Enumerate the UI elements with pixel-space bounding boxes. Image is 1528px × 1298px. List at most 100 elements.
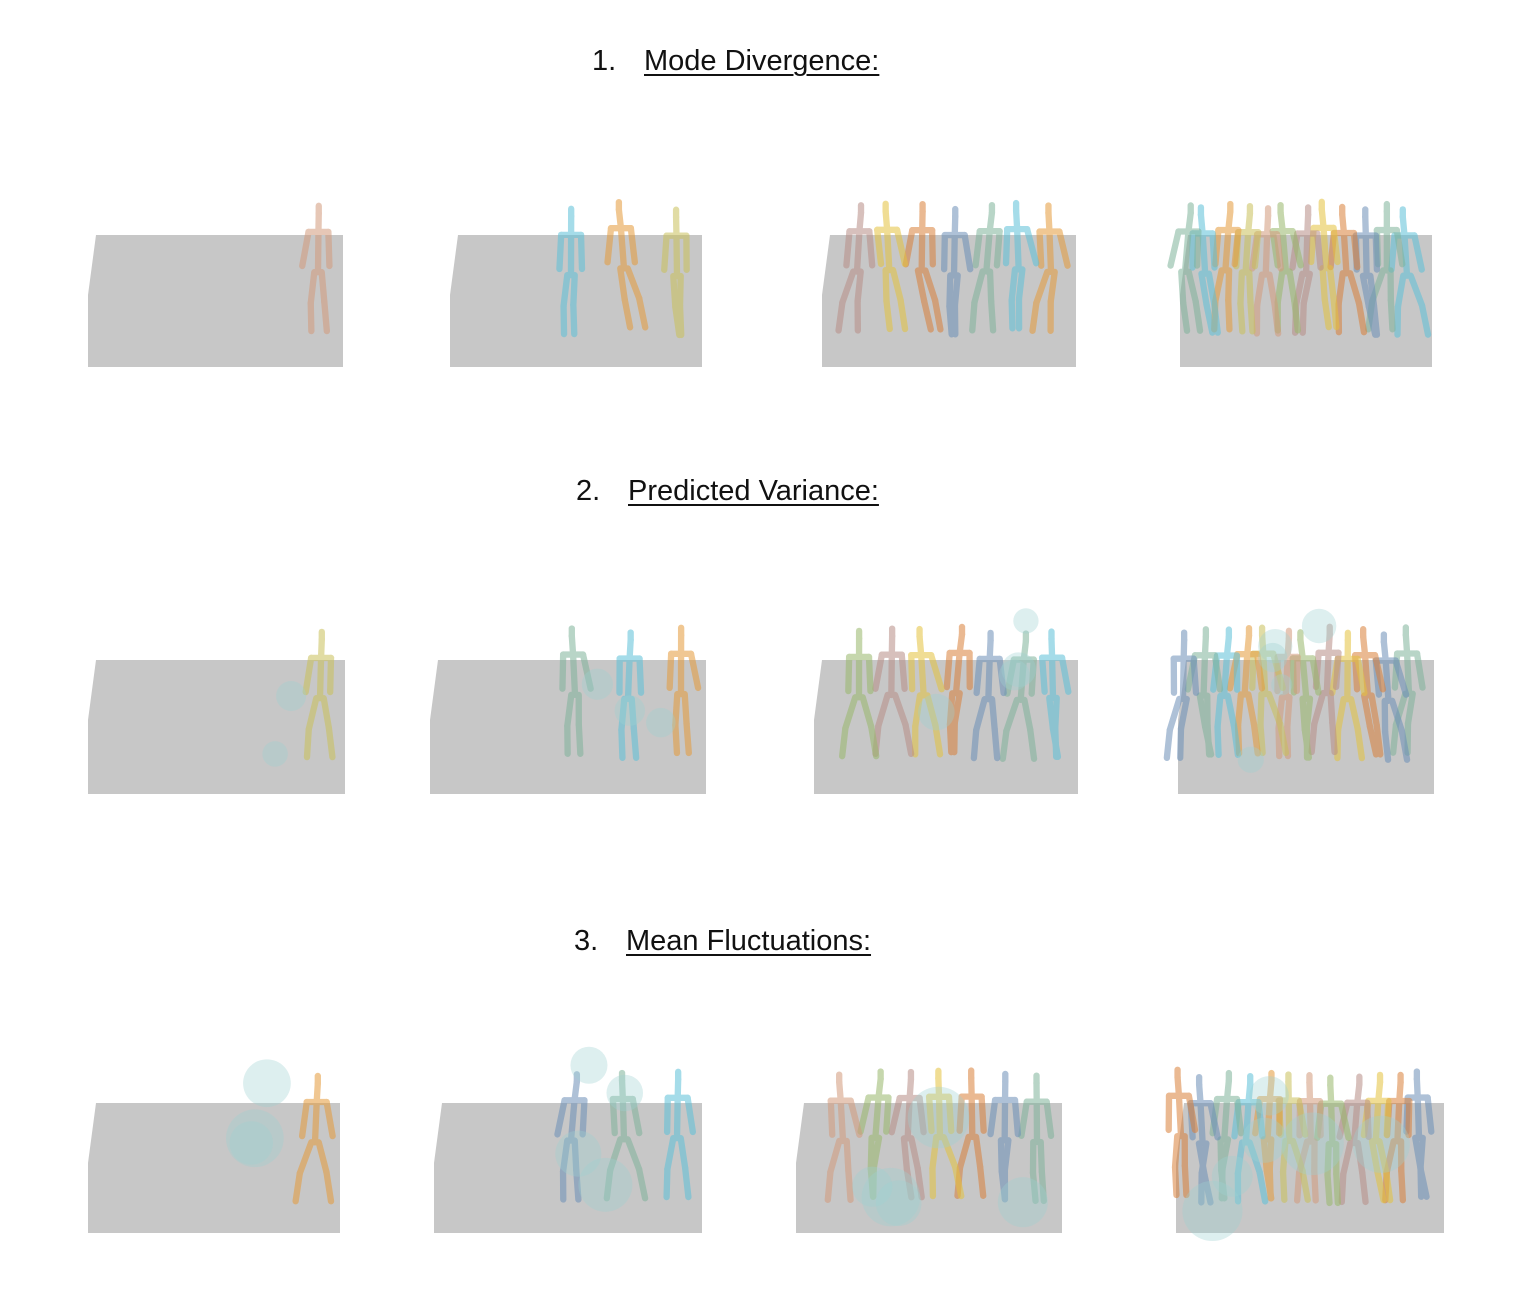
uncertainty-sphere-icon xyxy=(1237,746,1264,773)
uncertainty-sphere-icon xyxy=(998,659,1030,691)
platform-icon xyxy=(814,660,1078,794)
skeleton-figure-icon xyxy=(666,624,702,757)
skeleton-figure-icon xyxy=(1038,628,1072,761)
uncertainty-sphere-icon xyxy=(1281,1112,1344,1176)
skeleton-figure-icon xyxy=(857,1068,892,1200)
illustration-panel xyxy=(822,199,1076,367)
skeleton-figure-icon xyxy=(1018,1072,1055,1205)
skeleton-figure-icon xyxy=(1029,202,1071,334)
skeleton-figure-icon xyxy=(661,206,690,339)
uncertainty-sphere-icon xyxy=(1182,1180,1243,1242)
skeleton-figure-icon xyxy=(299,202,333,335)
skeleton-figure-icon xyxy=(604,198,649,331)
skeleton-figure-icon xyxy=(1307,198,1341,331)
illustration-panel xyxy=(796,1067,1062,1233)
uncertainty-sphere-icon xyxy=(226,1109,284,1168)
skeleton-figure-icon xyxy=(943,623,973,756)
illustration-panel xyxy=(88,202,343,367)
skeleton-figure-icon xyxy=(1167,202,1204,334)
section-heading-predicted-variance: 2. Predicted Variance: xyxy=(576,475,879,508)
uncertainty-sphere-icon xyxy=(555,1130,602,1177)
platform-icon xyxy=(88,660,345,794)
skeleton-figure-icon xyxy=(987,1070,1022,1203)
uncertainty-sphere-icon xyxy=(907,1086,970,1149)
skeleton-figure-icon xyxy=(1351,626,1387,758)
section-heading-mean-fluctuations: 3. Mean Fluctuations: xyxy=(574,925,871,958)
illustration-panel xyxy=(88,1059,340,1233)
uncertainty-sphere-icon xyxy=(1001,652,1037,687)
illustration-panel xyxy=(450,198,702,367)
uncertainty-sphere-icon xyxy=(852,1166,893,1207)
uncertainty-sphere-icon xyxy=(1352,1115,1410,1173)
skeleton-figure-icon xyxy=(292,1072,336,1205)
skeleton-figure-icon xyxy=(302,628,336,761)
skeleton-figure-icon xyxy=(1249,624,1290,757)
section-label: Mode Divergence: xyxy=(644,45,880,77)
uncertainty-sphere-icon xyxy=(1301,608,1337,644)
illustration-panel xyxy=(88,628,345,794)
platform-icon xyxy=(796,1103,1062,1233)
uncertainty-sphere-icon xyxy=(614,695,646,726)
skeleton-figure-icon xyxy=(908,625,945,758)
skeleton-figure-icon xyxy=(1252,1069,1283,1202)
uncertainty-sphere-icon xyxy=(1258,642,1288,673)
uncertainty-sphere-icon xyxy=(918,693,955,731)
illustration-panel xyxy=(1163,608,1434,794)
uncertainty-sphere-icon xyxy=(1258,628,1293,664)
uncertainty-sphere-icon xyxy=(1241,1117,1288,1163)
skeleton-figure-icon xyxy=(556,205,586,338)
uncertainty-sphere-icon xyxy=(1249,1076,1289,1116)
illustration-panel xyxy=(1167,198,1432,367)
skeleton-figure-icon xyxy=(969,201,1003,334)
skeleton-figure-icon xyxy=(554,1071,588,1203)
skeleton-figure-icon xyxy=(1289,629,1322,761)
skeleton-figure-icon xyxy=(839,627,880,760)
skeleton-figure-icon xyxy=(970,629,1007,762)
platform-icon xyxy=(88,1103,340,1233)
section-number: 2. xyxy=(576,475,601,507)
skeleton-figure-icon xyxy=(663,1068,697,1201)
illustration-panel xyxy=(430,624,706,794)
skeleton-figure-icon xyxy=(1210,626,1242,758)
skeleton-figure-icon xyxy=(1163,629,1200,762)
uncertainty-sphere-icon xyxy=(276,680,307,712)
uncertainty-sphere-icon xyxy=(606,1074,644,1112)
skeleton-figure-icon xyxy=(1165,1066,1199,1199)
skeleton-figure-icon xyxy=(888,1068,927,1201)
skeleton-figure-icon xyxy=(824,1071,863,1204)
skeleton-figure-icon xyxy=(616,629,645,761)
skeleton-figure-icon xyxy=(925,1067,965,1200)
skeleton-figure-icon xyxy=(1002,199,1040,332)
uncertainty-sphere-icon xyxy=(570,1046,608,1084)
uncertainty-sphere-icon xyxy=(646,707,676,738)
skeleton-figure-icon xyxy=(559,625,594,757)
uncertainty-sphere-icon xyxy=(1211,1155,1253,1197)
section-number: 1. xyxy=(592,45,617,77)
illustration-panel xyxy=(1165,1066,1444,1242)
uncertainty-sphere-icon xyxy=(875,1180,922,1226)
skeleton-figure-icon xyxy=(1209,1069,1245,1202)
uncertainty-sphere-icon xyxy=(262,741,288,767)
uncertainty-sphere-icon xyxy=(1271,674,1293,696)
skeleton-figure-icon xyxy=(1211,200,1242,333)
section-label: Predicted Variance: xyxy=(628,475,879,507)
uncertainty-sphere-icon xyxy=(1013,608,1039,634)
section-number: 3. xyxy=(574,925,599,957)
uncertainty-sphere-icon xyxy=(997,1177,1048,1228)
skeleton-figure-icon xyxy=(999,630,1038,762)
skeleton-figure-icon xyxy=(1327,203,1368,336)
skeleton-figure-icon xyxy=(1274,627,1301,760)
skeleton-figure-icon xyxy=(1189,204,1221,336)
section-label: Mean Fluctuations: xyxy=(626,925,872,957)
skeleton-figure-icon xyxy=(1403,1068,1435,1200)
illustration-panel xyxy=(814,608,1078,794)
platform-icon xyxy=(434,1103,702,1233)
skeleton-figure-icon xyxy=(835,202,876,334)
skeleton-figure-icon xyxy=(940,205,974,338)
section-heading-mode-divergence: 1. Mode Divergence: xyxy=(592,45,879,78)
illustration-panel xyxy=(434,1046,702,1233)
uncertainty-sphere-icon xyxy=(229,1121,274,1165)
skeleton-figure-icon xyxy=(603,1069,649,1202)
uncertainty-sphere-icon xyxy=(861,1167,921,1227)
uncertainty-sphere-icon xyxy=(581,668,614,700)
